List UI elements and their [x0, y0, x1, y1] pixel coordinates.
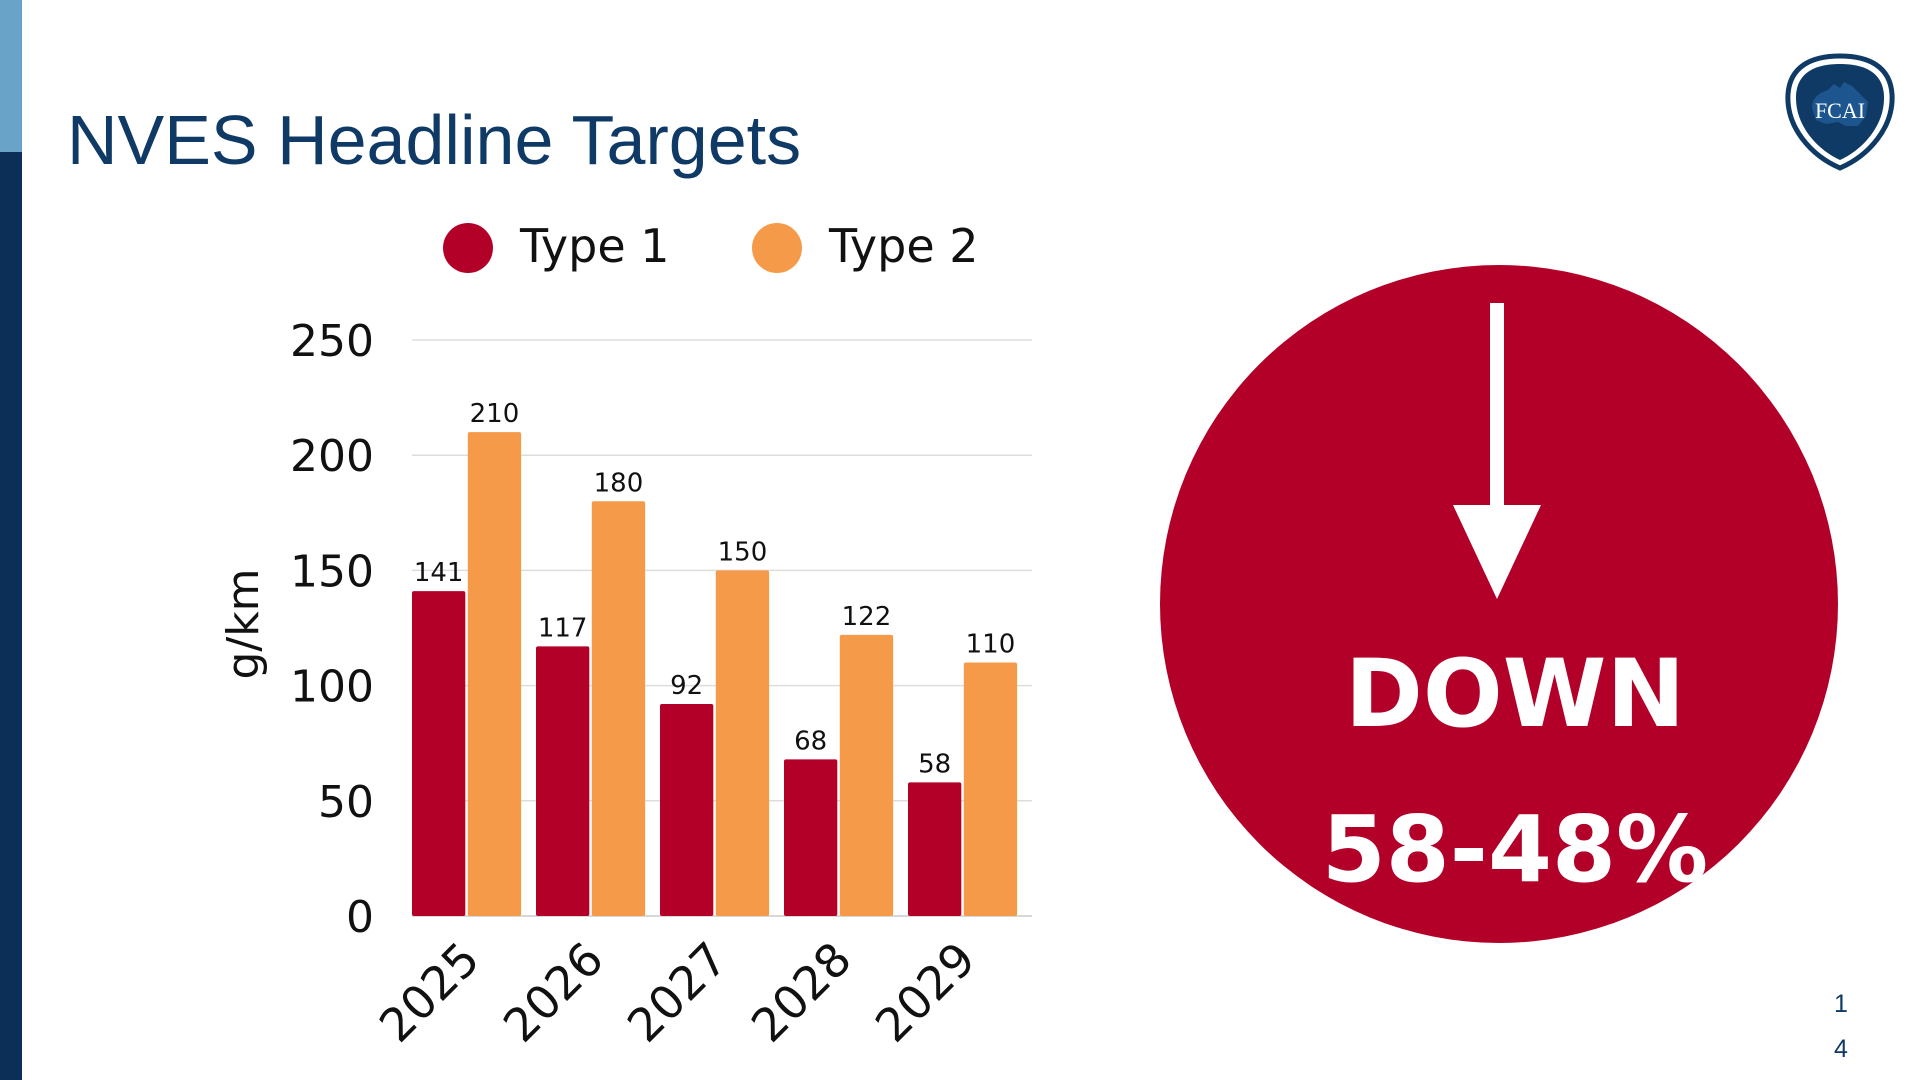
bar — [467, 432, 522, 916]
page-number-line: 4 — [1834, 1035, 1848, 1063]
y-tick-label: 200 — [290, 431, 374, 482]
legend-label: Type 1 — [519, 219, 670, 273]
bar — [963, 662, 1018, 916]
bar — [536, 646, 590, 916]
bar — [784, 759, 838, 916]
bar — [412, 591, 466, 916]
data-label: 150 — [718, 537, 768, 567]
legend-marker — [443, 223, 493, 273]
fcai-logo: FCAI — [1785, 53, 1895, 171]
callout-value: 58-48% — [1321, 796, 1709, 903]
data-label: 110 — [966, 630, 1016, 660]
page-number: 1 4 — [1826, 982, 1856, 1072]
x-tick-label: 2029 — [865, 932, 986, 1053]
y-tick-label: 50 — [318, 777, 374, 828]
x-tick-label: 2027 — [617, 932, 738, 1053]
down-arrow-icon — [1453, 303, 1541, 599]
data-label: 92 — [670, 671, 703, 701]
accent-bar-dark — [0, 152, 22, 1080]
legend-marker — [752, 223, 802, 273]
chart-legend: Type 1 Type 2 — [443, 219, 979, 273]
bar — [839, 634, 894, 916]
y-tick-label: 250 — [290, 316, 374, 367]
bar — [660, 704, 714, 916]
page-title: NVES Headline Targets — [67, 101, 802, 179]
x-tick-label: 2025 — [369, 932, 490, 1053]
data-label: 117 — [538, 613, 588, 643]
bar — [715, 570, 770, 916]
x-tick-label: 2026 — [493, 932, 614, 1053]
x-axis-ticks: 2025 2026 2027 2028 2029 — [369, 932, 986, 1053]
data-labels: 141 210 117 180 92 150 68 122 58 110 — [414, 399, 1015, 779]
logo-text: FCAI — [1815, 98, 1865, 123]
bar — [908, 782, 962, 916]
page-number-line: 1 — [1834, 990, 1848, 1018]
y-tick-label: 100 — [290, 662, 374, 713]
chart-bars — [412, 432, 1018, 916]
data-label: 141 — [414, 558, 464, 588]
callout-label: DOWN — [1344, 640, 1686, 749]
y-tick-label: 150 — [290, 546, 374, 597]
y-axis-ticks: 0 50 100 150 200 250 — [290, 316, 374, 943]
x-tick-label: 2028 — [741, 932, 862, 1053]
data-label: 122 — [842, 602, 892, 632]
y-axis-label: g/km — [218, 568, 269, 679]
legend-label: Type 2 — [828, 219, 979, 273]
y-tick-label: 0 — [346, 892, 374, 943]
data-label: 180 — [594, 468, 644, 498]
data-label: 210 — [470, 399, 520, 429]
accent-bar-light — [0, 0, 22, 152]
bar — [591, 501, 646, 916]
data-label: 58 — [918, 749, 951, 779]
callout-circle — [1160, 265, 1838, 943]
bar-chart: Type 1 Type 2 0 50 100 150 200 250 141 210 117 18… — [218, 219, 1032, 1053]
data-label: 68 — [794, 726, 827, 756]
